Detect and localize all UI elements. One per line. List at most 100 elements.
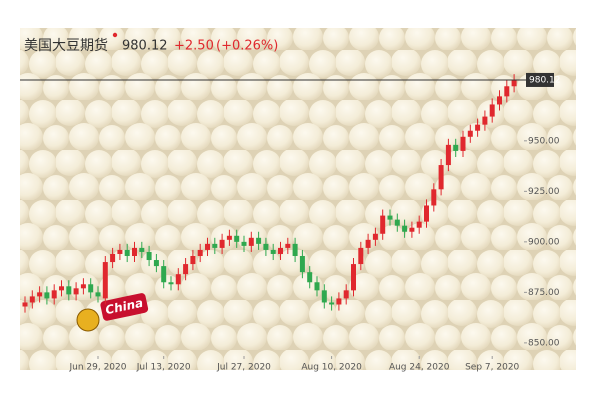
candle-body <box>197 249 203 256</box>
candle-body <box>37 292 43 297</box>
y-tick-label: 875.00 <box>528 288 560 298</box>
candle <box>110 247 116 269</box>
candle-body <box>59 286 64 291</box>
x-tick-label: Sep 7, 2020 <box>465 363 519 373</box>
x-tick-label: Aug 24, 2020 <box>389 363 450 373</box>
candle-body <box>497 96 502 105</box>
candle-body <box>475 124 481 131</box>
candle-body <box>424 205 429 222</box>
candle-body <box>102 262 108 299</box>
candle <box>212 237 218 254</box>
candle-body <box>402 225 408 232</box>
candle <box>482 110 488 131</box>
candle-body <box>307 272 313 283</box>
status-dot <box>112 32 118 38</box>
last-price-label: 980.12 <box>529 75 561 85</box>
candle <box>124 243 130 263</box>
candle-body <box>80 284 86 289</box>
candle-body <box>285 243 291 248</box>
candle-body <box>132 247 137 256</box>
candle-body <box>29 296 35 303</box>
candle <box>73 282 79 301</box>
candle-body <box>139 247 145 252</box>
candle <box>51 284 57 305</box>
candle <box>365 233 371 254</box>
candle <box>175 268 181 291</box>
candle <box>263 237 269 256</box>
candle-body <box>44 292 50 299</box>
candle <box>29 290 35 309</box>
candle <box>95 286 101 303</box>
candle <box>380 209 386 240</box>
candle-body <box>489 104 495 117</box>
candle <box>467 124 473 143</box>
candle-body <box>175 274 181 285</box>
candle-body <box>504 86 510 97</box>
candle <box>394 213 400 232</box>
y-tick-label: 900.00 <box>528 237 560 247</box>
x-tick-label: Jun 29, 2020 <box>68 363 126 373</box>
candle-body <box>168 282 174 285</box>
candle-body <box>88 284 94 293</box>
candle <box>285 237 291 254</box>
candle <box>37 286 43 303</box>
candle <box>241 235 247 252</box>
candle <box>153 253 159 273</box>
candle-body <box>124 249 130 256</box>
candle-body <box>161 266 167 283</box>
candle-body <box>416 221 422 228</box>
candle-body <box>292 243 298 256</box>
candle <box>278 241 283 261</box>
candle <box>358 241 364 271</box>
candle <box>409 221 415 238</box>
candle-body <box>219 239 225 248</box>
watermark-emblem <box>76 308 100 332</box>
candle-body <box>153 260 159 267</box>
candle <box>372 227 378 246</box>
candle <box>497 90 502 111</box>
candle <box>431 183 437 212</box>
candle <box>460 130 466 157</box>
candle <box>59 280 64 297</box>
candle <box>226 229 232 246</box>
candle-body <box>73 288 79 295</box>
candle-body <box>270 249 276 254</box>
candle <box>307 266 313 289</box>
candle-body <box>343 290 349 299</box>
candle <box>387 209 393 226</box>
candle-body <box>205 243 210 250</box>
candle <box>445 138 451 172</box>
candle <box>161 260 167 289</box>
candle-body <box>394 219 400 226</box>
candle <box>132 241 137 263</box>
candle-body <box>511 79 517 87</box>
candle <box>489 98 495 123</box>
candle-body <box>110 253 116 263</box>
background-veil <box>20 28 576 370</box>
candle <box>205 237 210 256</box>
price-change: +2.50 <box>174 39 214 54</box>
candle-body <box>387 215 393 220</box>
candle <box>248 231 254 252</box>
candle <box>102 255 108 305</box>
candle-body <box>482 116 488 125</box>
last-price: 980.12 <box>122 39 168 54</box>
candle <box>197 243 203 263</box>
candle <box>234 229 240 248</box>
candle <box>190 249 196 271</box>
candle <box>44 286 50 305</box>
candle-body <box>146 251 152 261</box>
candle-body <box>431 189 437 206</box>
candle-body <box>299 255 305 273</box>
candle-body <box>183 264 189 275</box>
last-price-box <box>526 72 554 87</box>
candle-body <box>321 290 327 303</box>
candle <box>438 159 444 196</box>
candle-body <box>66 286 72 295</box>
candle-body <box>372 233 378 240</box>
candle <box>314 276 320 297</box>
candle-body <box>51 290 57 299</box>
